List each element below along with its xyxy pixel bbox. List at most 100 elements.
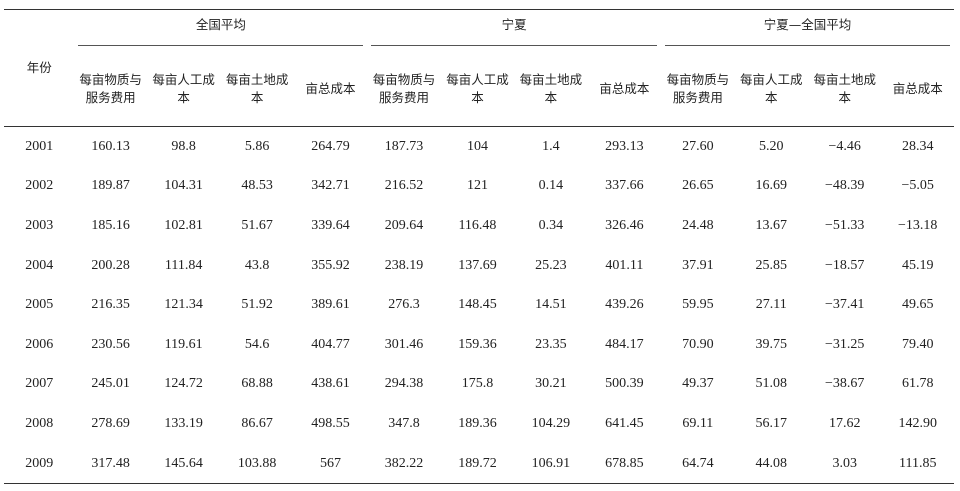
- col-total: 亩总成本: [881, 52, 954, 127]
- value-cell: 438.61: [311, 376, 350, 392]
- value-cell: 133.19: [164, 415, 203, 431]
- value-cell: 567: [320, 455, 342, 471]
- table-row: 2009 317.48 145.64 103.88 567 382.22 189.72 106…: [4, 444, 954, 484]
- value-cell: 54.6: [244, 336, 270, 352]
- cost-comparison-table: 年份 全国平均 宁夏 宁夏—全国平均 每亩物质与服务费用 每亩人工成本 每亩土地…: [4, 9, 954, 484]
- col-labor: 每亩人工成本: [440, 52, 515, 127]
- year-cell: 2007: [25, 376, 54, 392]
- value-cell: 106.91: [531, 455, 571, 471]
- value-cell: 70.90: [682, 336, 714, 352]
- col-labor: 每亩人工成本: [734, 52, 808, 127]
- value-cell: 0.14: [538, 178, 564, 194]
- value-cell: 5.86: [244, 138, 270, 154]
- value-cell: 27.60: [682, 138, 714, 154]
- table-row: 2007 245.01 124.72 68.88 438.61 294.38 175.8 30…: [4, 365, 954, 405]
- value-cell: 56.17: [755, 415, 788, 431]
- group-header-difference: 宁夏—全国平均: [661, 10, 954, 53]
- value-cell: −31.25: [825, 336, 865, 352]
- value-cell: 111.84: [164, 257, 203, 273]
- value-cell: 51.92: [241, 297, 273, 313]
- value-cell: 3.03: [832, 455, 857, 471]
- value-cell: 17.62: [828, 415, 861, 431]
- col-land: 每亩土地成本: [220, 52, 294, 127]
- value-cell: 276.3: [388, 297, 420, 313]
- value-cell: 79.40: [901, 336, 934, 352]
- value-cell: 278.69: [91, 415, 130, 431]
- year-header: 年份: [4, 9, 75, 127]
- value-cell: −48.39: [825, 178, 865, 194]
- value-cell: −37.41: [825, 297, 865, 313]
- value-cell: 404.77: [311, 336, 350, 352]
- year-cell: 2006: [25, 336, 54, 352]
- value-cell: 5.20: [759, 138, 784, 154]
- value-cell: 498.55: [311, 415, 350, 431]
- col-material-service: 每亩物质与服务费用: [367, 52, 441, 127]
- table-row: 2002 189.87 104.31 48.53 342.71 216.52 121 0.14…: [4, 167, 954, 207]
- year-cell: 2004: [25, 257, 54, 273]
- col-total: 亩总成本: [293, 52, 368, 127]
- value-cell: 317.48: [91, 455, 130, 471]
- col-material-service: 每亩物质与服务费用: [661, 52, 735, 127]
- value-cell: −13.18: [898, 217, 938, 233]
- value-cell: 500.39: [605, 376, 644, 392]
- value-cell: 382.22: [384, 455, 424, 471]
- value-cell: 30.21: [535, 376, 567, 392]
- value-cell: 49.65: [901, 297, 934, 313]
- value-cell: 159.36: [458, 336, 497, 352]
- value-cell: 355.92: [311, 257, 350, 273]
- value-cell: 401.11: [605, 257, 644, 273]
- value-cell: 119.61: [164, 336, 203, 352]
- value-cell: 51.08: [755, 376, 788, 392]
- value-cell: 160.13: [91, 138, 130, 154]
- value-cell: 326.46: [605, 217, 644, 233]
- value-cell: −5.05: [901, 178, 934, 194]
- value-cell: 187.73: [384, 138, 424, 154]
- value-cell: 37.91: [682, 257, 714, 273]
- value-cell: 27.11: [755, 297, 787, 313]
- value-cell: 68.88: [241, 376, 273, 392]
- value-cell: −38.67: [825, 376, 865, 392]
- value-cell: 216.52: [384, 178, 424, 194]
- value-cell: 209.64: [384, 217, 424, 233]
- year-cell: 2002: [25, 178, 54, 194]
- value-cell: 48.53: [241, 178, 273, 194]
- value-cell: 44.08: [755, 455, 788, 471]
- value-cell: 16.69: [755, 178, 788, 194]
- value-cell: 25.23: [535, 257, 567, 273]
- value-cell: 69.11: [682, 415, 714, 431]
- value-cell: 175.8: [461, 376, 494, 392]
- col-land: 每亩土地成本: [808, 52, 882, 127]
- value-cell: 104.31: [164, 178, 203, 194]
- value-cell: 216.35: [91, 297, 130, 313]
- value-cell: 200.28: [91, 257, 130, 273]
- col-labor: 每亩人工成本: [146, 52, 221, 127]
- value-cell: 339.64: [311, 217, 350, 233]
- value-cell: 51.67: [241, 217, 273, 233]
- value-cell: 98.8: [171, 138, 196, 154]
- table-row: 2001 160.13 98.8 5.86 264.79 187.73 104 1.4 293.…: [4, 127, 954, 167]
- value-cell: 294.38: [384, 376, 424, 392]
- value-cell: 86.67: [241, 415, 273, 431]
- value-cell: 245.01: [91, 376, 130, 392]
- value-cell: 64.74: [682, 455, 714, 471]
- table-row: 2006 230.56 119.61 54.6 404.77 301.46 159.36 23…: [4, 325, 954, 365]
- value-cell: 14.51: [535, 297, 567, 313]
- table-row: 2005 216.35 121.34 51.92 389.61 276.3 148.45 14…: [4, 285, 954, 325]
- value-cell: 484.17: [605, 336, 644, 352]
- value-cell: 104.29: [531, 415, 571, 431]
- value-cell: 678.85: [605, 455, 644, 471]
- value-cell: 59.95: [682, 297, 714, 313]
- year-cell: 2005: [25, 297, 54, 313]
- value-cell: 641.45: [605, 415, 644, 431]
- value-cell: 293.13: [605, 138, 644, 154]
- value-cell: 43.8: [244, 257, 270, 273]
- value-cell: 116.48: [458, 217, 497, 233]
- value-cell: 342.71: [311, 178, 350, 194]
- value-cell: 189.87: [91, 178, 130, 194]
- table-row: 2008 278.69 133.19 86.67 498.55 347.8 189.36 10…: [4, 404, 954, 444]
- year-cell: 2008: [25, 415, 54, 431]
- value-cell: 49.37: [682, 376, 714, 392]
- value-cell: 124.72: [164, 376, 203, 392]
- value-cell: −18.57: [825, 257, 865, 273]
- value-cell: 104: [466, 138, 488, 154]
